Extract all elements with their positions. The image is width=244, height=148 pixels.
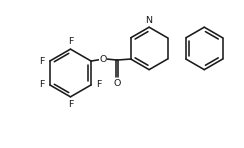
- Text: O: O: [113, 79, 121, 88]
- Text: F: F: [39, 80, 44, 89]
- Text: O: O: [100, 55, 107, 63]
- Text: F: F: [68, 37, 73, 46]
- Text: F: F: [96, 80, 101, 89]
- Text: N: N: [146, 16, 152, 25]
- Text: F: F: [39, 57, 44, 66]
- Text: F: F: [68, 100, 73, 109]
